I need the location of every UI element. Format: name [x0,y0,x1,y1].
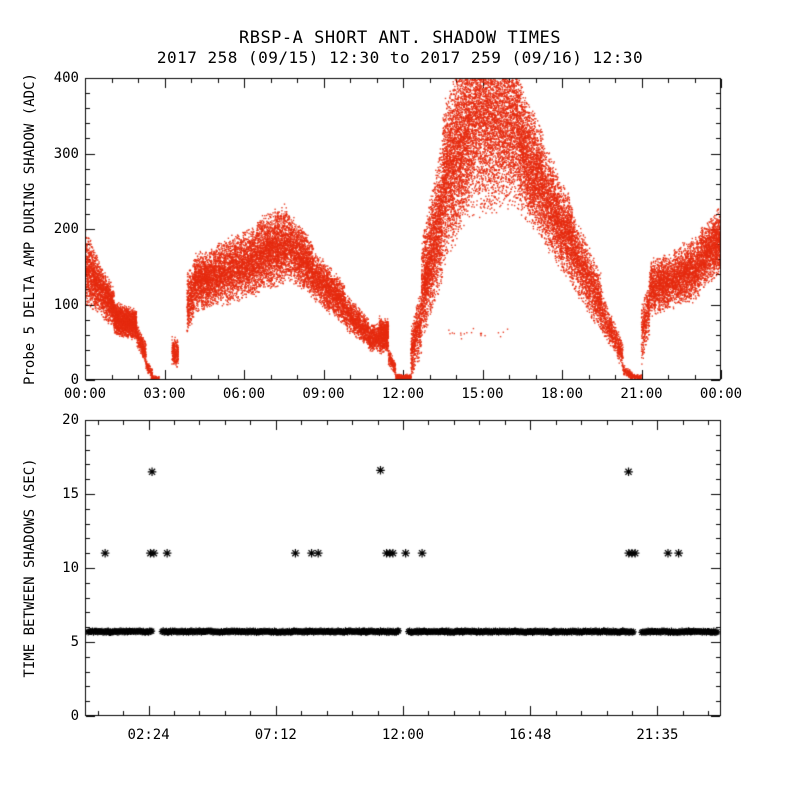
bottom-y-tick-label: 10 [62,560,79,576]
bottom-y-tick-label: 5 [70,634,79,650]
bottom-x-tick-label: 07:12 [254,727,297,743]
top-y-tick-label: 100 [53,296,79,313]
bottom-y-tick-label: 15 [62,486,79,502]
top-x-tick-label: 03:00 [143,386,186,402]
top-y-tick-label: 0 [70,372,79,388]
bottom-x-tick-label: 16:48 [509,727,552,743]
top-y-tick-label: 300 [53,145,79,162]
top-x-tick-label: 15:00 [461,386,504,402]
bottom-y-tick-label: 20 [62,412,79,428]
top-x-tick-label: 09:00 [302,386,345,402]
top-x-tick-label: 21:00 [620,386,663,402]
top-x-tick-label: 00:00 [63,386,107,402]
top-x-tick-label: 12:00 [381,386,425,402]
top-x-tick-label: 06:00 [222,386,266,402]
bottom-x-tick-label: 12:00 [381,727,425,743]
top-x-tick-label: 18:00 [540,386,584,402]
top-y-tick-label: 400 [53,70,79,86]
top-x-tick-label: 00:00 [699,386,743,402]
chart-title: RBSP-A SHORT ANT. SHADOW TIMES [238,28,562,48]
bottom-x-tick-label: 21:35 [636,727,679,743]
top-y-tick-label: 200 [53,221,79,237]
bottom-x-tick-label: 02:24 [127,727,170,743]
bottom-y-tick-label: 0 [70,708,79,724]
chart-subtitle: 2017 258 (09/15) 12:30 to 2017 259 (09/1… [156,48,644,67]
